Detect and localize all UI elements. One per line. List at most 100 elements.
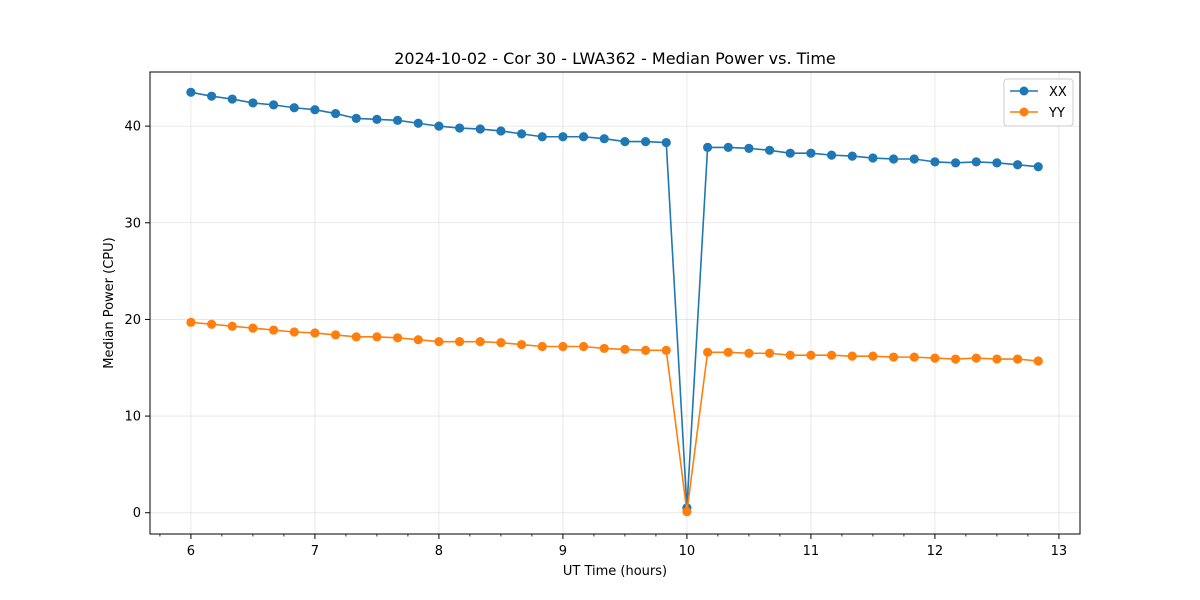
x-tick-label: 9 [559, 544, 567, 559]
data-point-yy [599, 343, 609, 354]
grid [150, 72, 1080, 534]
data-point-xx [661, 137, 671, 148]
data-point-yy [950, 354, 961, 364]
chart-title: 2024-10-02 - Cor 30 - LWA362 - Median Po… [394, 49, 836, 68]
data-point-yy [868, 351, 878, 361]
data-point-yy [516, 339, 527, 350]
data-point-xx [475, 124, 485, 134]
data-point-xx [413, 118, 423, 128]
data-point-yy [372, 332, 382, 342]
data-point-xx [434, 121, 444, 131]
data-point-xx [620, 136, 630, 147]
y-tick-label: 10 [124, 410, 141, 425]
legend-label-yy: YY [1048, 106, 1065, 121]
data-point-yy [620, 344, 630, 354]
data-point-yy [888, 352, 899, 362]
ticks: 6 7 8 9 10 11 12 13 0 10 20 30 40 [124, 120, 1067, 559]
data-point-xx [868, 153, 878, 163]
legend-marker-xx [1019, 86, 1029, 96]
data-point-yy [930, 353, 940, 363]
data-point-xx [537, 132, 547, 142]
series-layer [186, 87, 1043, 517]
data-point-xx [640, 136, 651, 147]
data-point-yy [826, 350, 837, 360]
data-point-yy [909, 352, 919, 362]
data-point-xx [454, 123, 465, 133]
data-point-xx [1033, 162, 1043, 172]
data-point-xx [351, 113, 361, 123]
data-point-yy [992, 354, 1002, 364]
data-point-xx [826, 150, 837, 160]
data-point-xx [516, 129, 527, 139]
data-point-yy [434, 337, 444, 347]
data-point-xx [227, 94, 237, 104]
data-point-xx [930, 157, 940, 167]
data-point-yy [661, 345, 671, 355]
x-tick-label: 8 [435, 544, 443, 559]
x-tick-label: 13 [1051, 544, 1068, 559]
data-point-xx [578, 132, 589, 142]
data-point-xx [289, 103, 299, 113]
data-point-yy [268, 325, 279, 335]
data-point-yy [413, 335, 423, 345]
data-point-yy [289, 327, 299, 337]
data-point-yy [475, 337, 485, 347]
data-point-yy [578, 341, 589, 352]
x-axis-label: UT Time (hours) [563, 564, 667, 579]
data-point-yy [847, 351, 857, 361]
data-point-xx [599, 134, 609, 144]
data-point-yy [558, 341, 568, 352]
data-point-yy [248, 323, 258, 333]
legend-label-xx: XX [1049, 85, 1067, 100]
data-point-xx [206, 91, 217, 101]
y-axis-label: Median Power (CPU) [102, 237, 117, 368]
y-tick-label: 20 [124, 313, 141, 328]
x-tick-label: 12 [927, 544, 944, 559]
data-point-xx [909, 154, 919, 164]
data-point-yy [227, 321, 237, 331]
data-point-xx [971, 157, 981, 167]
legend: XX YY [1003, 78, 1074, 127]
x-tick-label: 11 [803, 544, 820, 559]
y-tick-label: 40 [124, 120, 141, 135]
data-point-xx [806, 148, 816, 158]
data-point-xx [1012, 160, 1023, 170]
data-point-xx [702, 142, 713, 152]
data-point-yy [785, 350, 795, 360]
data-point-yy [310, 328, 320, 338]
data-point-yy [392, 333, 403, 343]
data-point-xx [248, 98, 258, 108]
axes-frame [149, 71, 1081, 535]
data-point-xx [268, 100, 279, 110]
x-tick-label: 6 [187, 544, 195, 559]
data-point-xx [372, 114, 382, 124]
data-point-xx [744, 143, 754, 153]
data-point-xx [558, 132, 568, 142]
data-point-yy [640, 345, 651, 355]
data-point-yy [206, 319, 217, 329]
data-point-xx [847, 151, 857, 161]
data-point-yy [496, 338, 506, 348]
data-point-yy [723, 347, 733, 357]
data-point-xx [392, 115, 403, 125]
data-point-yy [351, 332, 361, 342]
x-tick-label: 7 [311, 544, 319, 559]
data-point-yy [186, 317, 196, 327]
data-point-yy [537, 341, 547, 352]
data-point-xx [764, 145, 775, 155]
data-point-xx [186, 87, 196, 97]
data-point-xx [330, 108, 341, 119]
data-point-yy [682, 507, 692, 517]
y-tick-label: 30 [124, 216, 141, 231]
data-point-yy [1033, 356, 1043, 366]
data-point-xx [723, 142, 733, 152]
data-point-yy [744, 348, 754, 358]
data-point-xx [496, 126, 506, 136]
data-point-xx [950, 158, 961, 168]
data-point-xx [888, 154, 899, 164]
data-point-yy [806, 350, 816, 360]
data-point-yy [702, 347, 713, 357]
data-point-yy [1012, 354, 1023, 364]
